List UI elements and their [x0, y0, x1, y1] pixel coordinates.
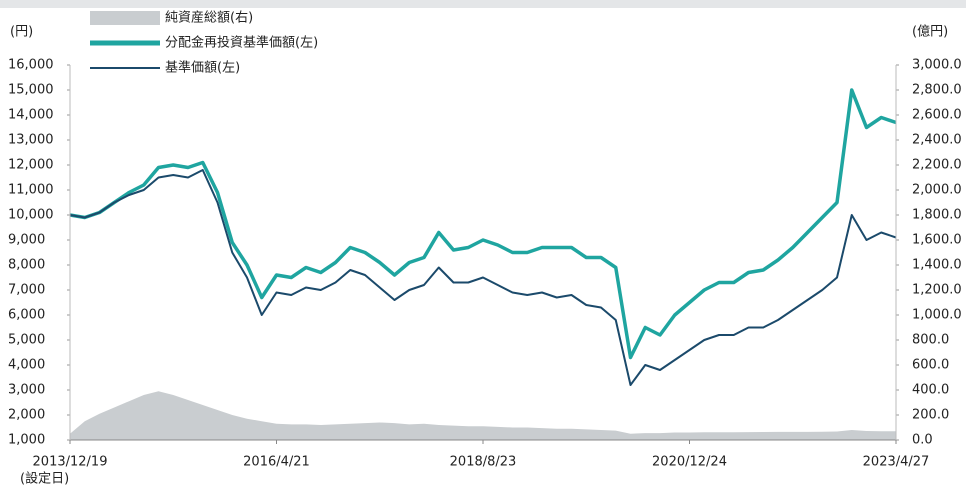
x-tick-label: 2013/12/19	[33, 455, 108, 470]
y2-tick-label: 400.0	[912, 383, 949, 398]
y2-tick-label: 1,800.0	[912, 208, 962, 223]
y-tick-label: 4,000	[8, 358, 45, 373]
y-unit-label: (円)	[10, 25, 33, 40]
price-line	[69, 169, 897, 386]
y-tick-label: 1,000	[8, 433, 45, 448]
y2-unit-label: (億円)	[912, 24, 948, 40]
price-line	[69, 88, 897, 360]
y-tick-label: 2,000	[8, 408, 45, 423]
top-band	[0, 0, 966, 8]
y2-tick-label: 1,000.0	[912, 308, 962, 323]
x-tick-label: 2020/12/24	[652, 455, 727, 470]
y-tick-label: 13,000	[8, 133, 54, 148]
y-tick-label: 11,000	[8, 183, 54, 198]
y2-tick-label: 0.0	[912, 433, 933, 448]
x-tick-label: 2016/4/21	[243, 455, 310, 470]
y2-tick-label: 2,400.0	[912, 133, 962, 148]
y-tick-label: 10,000	[8, 208, 54, 223]
net-assets-area	[70, 391, 896, 440]
first-date-note: (設定日)	[20, 471, 69, 486]
y-tick-label: 12,000	[8, 158, 54, 173]
legend-swatch	[90, 11, 160, 25]
y2-tick-label: 2,000.0	[912, 183, 962, 198]
y-tick-label: 3,000	[8, 383, 45, 398]
y2-tick-label: 2,600.0	[912, 108, 962, 123]
y2-tick-label: 800.0	[912, 333, 949, 348]
legend-label: 分配金再投資基準価額(左)	[165, 35, 318, 51]
y-tick-label: 16,000	[8, 58, 54, 73]
y2-tick-label: 1,400.0	[912, 258, 962, 273]
x-tick-label: 2018/8/23	[450, 455, 517, 470]
y-tick-label: 9,000	[8, 233, 45, 248]
y2-tick-label: 600.0	[912, 358, 949, 373]
y2-tick-label: 2,200.0	[912, 158, 962, 173]
y2-tick-label: 1,600.0	[912, 233, 962, 248]
y2-tick-label: 3,000.0	[912, 58, 962, 73]
y-tick-label: 5,000	[8, 333, 45, 348]
y-tick-label: 14,000	[8, 108, 54, 123]
legend-label: 純資産総額(右)	[165, 10, 253, 26]
y2-tick-label: 1,200.0	[912, 283, 962, 298]
legend-label: 基準価額(左)	[165, 60, 240, 76]
y-tick-label: 7,000	[8, 283, 45, 298]
y2-tick-label: 2,800.0	[912, 83, 962, 98]
x-tick-label: 2023/4/27	[863, 455, 930, 470]
y-tick-label: 8,000	[8, 258, 45, 273]
y2-tick-label: 200.0	[912, 408, 949, 423]
y-tick-label: 6,000	[8, 308, 45, 323]
y-tick-label: 15,000	[8, 83, 54, 98]
